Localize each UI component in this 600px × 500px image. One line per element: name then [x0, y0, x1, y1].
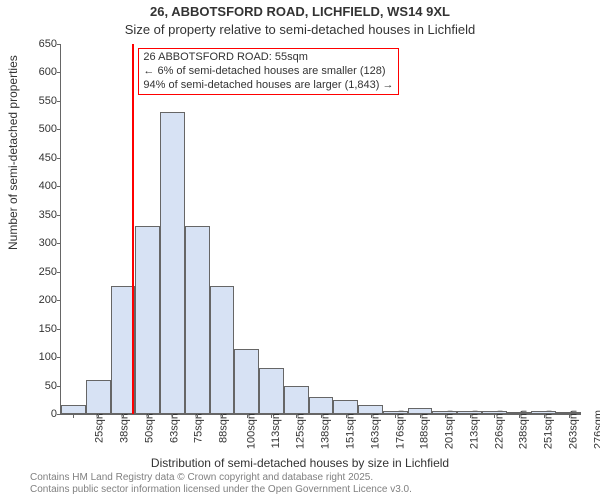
x-tick-label: 50sqm — [143, 410, 155, 443]
y-tick-mark — [57, 158, 61, 159]
y-tick-mark — [57, 386, 61, 387]
x-tick-mark — [271, 414, 272, 418]
y-tick-mark — [57, 243, 61, 244]
x-tick-mark — [148, 414, 149, 418]
y-tick-mark — [57, 186, 61, 187]
footer-attribution: Contains HM Land Registry data © Crown c… — [30, 472, 412, 496]
y-tick-mark — [57, 300, 61, 301]
x-tick-mark — [123, 414, 124, 418]
x-tick-mark — [172, 414, 173, 418]
histogram-bar — [358, 405, 383, 414]
x-tick-mark — [470, 414, 471, 418]
histogram-bar — [234, 349, 259, 414]
x-tick-mark — [346, 414, 347, 418]
x-tick-label: 75sqm — [193, 410, 205, 443]
histogram-bar — [284, 386, 309, 414]
y-tick-mark — [57, 101, 61, 102]
chart-subtitle: Size of property relative to semi-detach… — [0, 22, 600, 37]
chart-title: 26, ABBOTSFORD ROAD, LICHFIELD, WS14 9XL — [0, 4, 600, 19]
y-tick-label: 400 — [21, 180, 57, 192]
histogram-bar — [160, 112, 185, 414]
x-tick-mark — [544, 414, 545, 418]
y-tick-label: 50 — [21, 380, 57, 392]
annotation-line: 26 ABBOTSFORD ROAD: 55sqm — [143, 51, 393, 65]
x-tick-mark — [494, 414, 495, 418]
x-tick-mark — [247, 414, 248, 418]
y-tick-label: 200 — [21, 294, 57, 306]
x-tick-mark — [420, 414, 421, 418]
x-tick-mark — [98, 414, 99, 418]
y-tick-label: 500 — [21, 123, 57, 135]
x-axis-label: Distribution of semi-detached houses by … — [0, 456, 600, 470]
x-tick-label: 38sqm — [119, 410, 131, 443]
y-tick-mark — [57, 329, 61, 330]
histogram-bar — [61, 405, 86, 414]
y-tick-mark — [57, 72, 61, 73]
y-tick-label: 250 — [21, 266, 57, 278]
histogram-bar — [86, 380, 111, 414]
annotation-line: 94% of semi-detached houses are larger (… — [143, 79, 393, 93]
x-tick-mark — [395, 414, 396, 418]
x-tick-label: 63sqm — [168, 410, 180, 443]
property-marker-line — [132, 44, 134, 414]
x-tick-label: 88sqm — [218, 410, 230, 443]
footer-line-1: Contains HM Land Registry data © Crown c… — [30, 472, 412, 484]
histogram-bar — [259, 368, 284, 414]
y-tick-label: 350 — [21, 209, 57, 221]
annotation-box: 26 ABBOTSFORD ROAD: 55sqm← 6% of semi-de… — [138, 48, 398, 95]
x-tick-label: 25sqm — [94, 410, 106, 443]
histogram-bar — [309, 397, 334, 414]
x-tick-mark — [569, 414, 570, 418]
y-tick-mark — [57, 357, 61, 358]
y-tick-mark — [57, 215, 61, 216]
histogram-bar — [333, 400, 358, 414]
x-tick-mark — [519, 414, 520, 418]
x-tick-mark — [197, 414, 198, 418]
x-tick-mark — [222, 414, 223, 418]
y-tick-mark — [57, 44, 61, 45]
histogram-bar — [185, 226, 210, 414]
chart-container: { "title": "26, ABBOTSFORD ROAD, LICHFIE… — [0, 0, 600, 500]
histogram-bar — [210, 286, 235, 414]
x-tick-label: 276sqm — [592, 410, 600, 449]
y-tick-mark — [57, 414, 61, 415]
x-tick-mark — [445, 414, 446, 418]
y-tick-label: 0 — [21, 408, 57, 420]
y-tick-mark — [57, 272, 61, 273]
x-tick-mark — [371, 414, 372, 418]
y-tick-label: 450 — [21, 152, 57, 164]
y-axis-label: Number of semi-detached properties — [6, 55, 20, 250]
x-tick-mark — [73, 414, 74, 418]
footer-line-2: Contains public sector information licen… — [30, 484, 412, 496]
annotation-line: ← 6% of semi-detached houses are smaller… — [143, 65, 393, 79]
y-tick-label: 550 — [21, 95, 57, 107]
y-tick-label: 300 — [21, 237, 57, 249]
y-tick-label: 150 — [21, 323, 57, 335]
y-tick-label: 100 — [21, 351, 57, 363]
x-tick-mark — [321, 414, 322, 418]
plot-area: 0501001502002503003504004505005506006502… — [60, 44, 581, 415]
x-tick-mark — [296, 414, 297, 418]
histogram-bar — [135, 226, 160, 414]
y-tick-label: 650 — [21, 38, 57, 50]
y-tick-mark — [57, 129, 61, 130]
y-tick-label: 600 — [21, 66, 57, 78]
